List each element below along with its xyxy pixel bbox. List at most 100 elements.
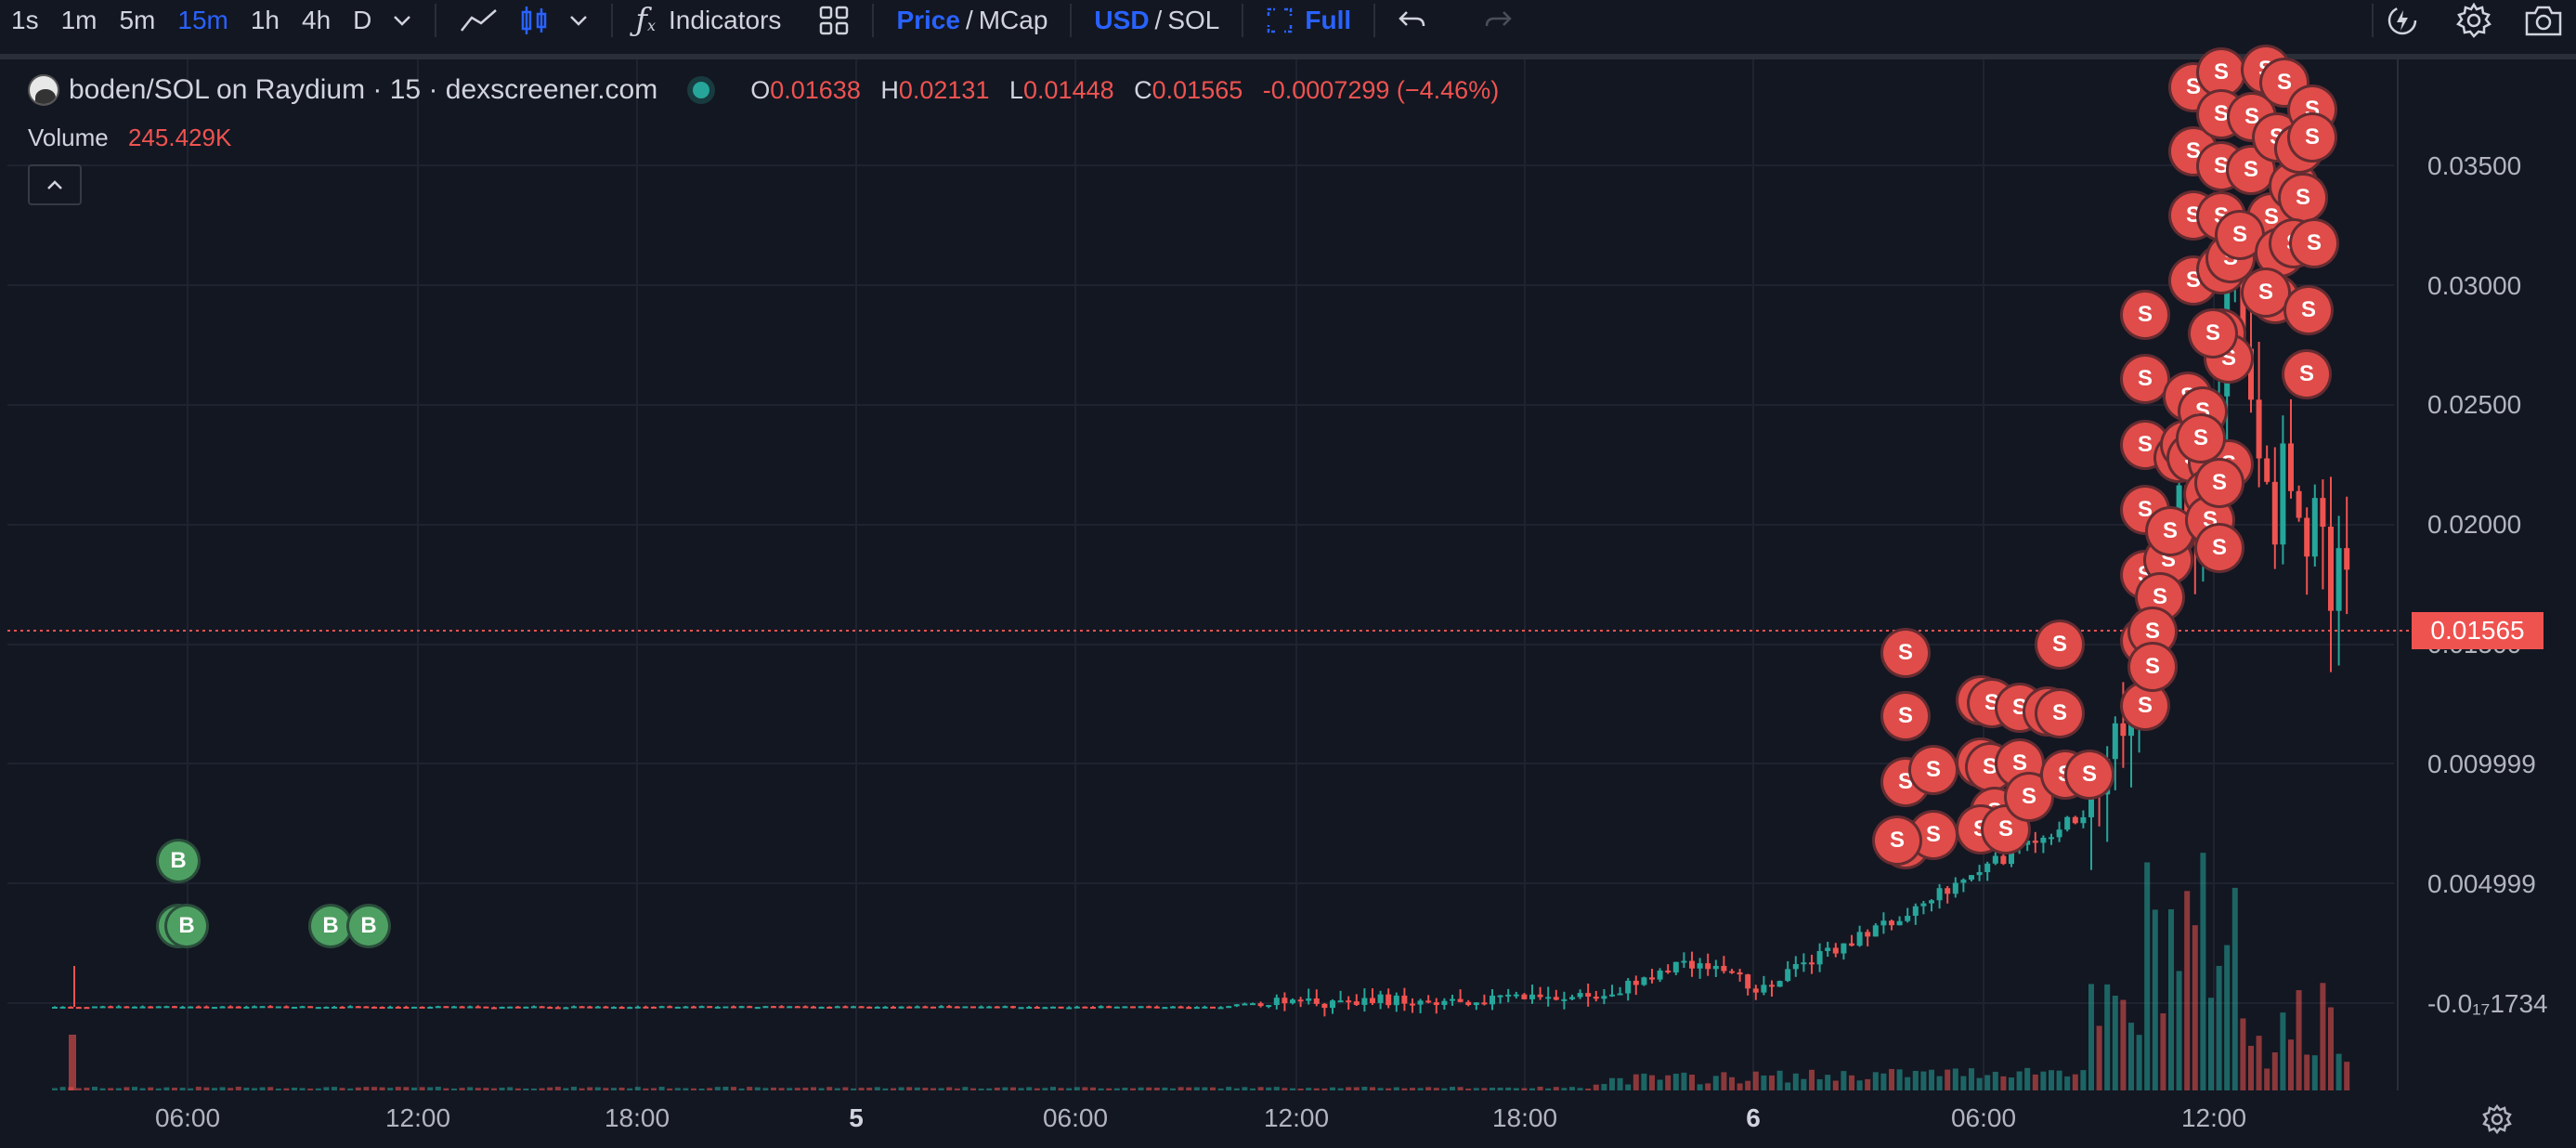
volume-bar <box>1297 1088 1304 1090</box>
buy-marker[interactable]: B <box>156 839 201 883</box>
volume-bar <box>2192 925 2198 1090</box>
volume-bar <box>922 1088 929 1090</box>
volume-bar <box>1577 1088 1583 1090</box>
layout-grid-icon[interactable] <box>809 0 859 41</box>
candle-body <box>1745 974 1751 989</box>
timeframe-15m[interactable]: 15m <box>177 6 228 34</box>
sell-marker[interactable]: S <box>2283 285 2334 335</box>
candle-body <box>92 1006 98 1009</box>
timeframe-d[interactable]: D <box>353 6 372 34</box>
sell-marker[interactable]: S <box>2188 308 2238 359</box>
volume-bar <box>531 1088 537 1090</box>
timeframe-4h[interactable]: 4h <box>302 6 332 34</box>
timeframe-1m[interactable]: 1m <box>60 6 98 34</box>
volume-bar <box>2288 1039 2294 1090</box>
sell-marker[interactable]: S <box>2176 413 2226 463</box>
volume-bar <box>403 1087 410 1090</box>
volume-bar <box>155 1088 162 1090</box>
candle-body <box>851 1006 856 1009</box>
volume-bar <box>92 1087 98 1090</box>
volume-bar <box>1920 1071 1927 1090</box>
volume-bar <box>1193 1087 1200 1090</box>
candle-body <box>667 1006 673 1009</box>
volume-bar <box>762 1088 769 1090</box>
chart-type-chevron-down-icon[interactable] <box>559 0 598 41</box>
sell-marker[interactable]: S <box>2035 620 2085 670</box>
price-chart[interactable] <box>7 59 2576 1090</box>
sell-marker[interactable]: S <box>2127 642 2178 692</box>
sell-marker[interactable]: S <box>1872 815 1922 866</box>
sell-marker[interactable]: S <box>1908 810 1958 860</box>
buy-marker[interactable]: B <box>346 904 391 948</box>
price-option[interactable]: Price <box>896 6 960 34</box>
timeframe-chevron-down-icon[interactable] <box>383 0 422 41</box>
volume-bar <box>658 1087 665 1090</box>
usd-sol-toggle[interactable]: USD / SOL <box>1085 0 1229 41</box>
sell-marker[interactable]: S <box>2289 218 2339 268</box>
full-button[interactable]: Full <box>1256 0 1360 41</box>
volume-bar <box>243 1088 250 1090</box>
sell-marker[interactable]: S <box>1880 628 1931 678</box>
redo-icon[interactable] <box>1474 0 1522 41</box>
volume-bar <box>722 1087 729 1090</box>
volume-bar <box>1066 1088 1073 1090</box>
volume-bar <box>618 1087 625 1090</box>
indicators-button[interactable]: ƒx Indicators <box>626 0 790 41</box>
line-chart-icon[interactable] <box>449 0 509 41</box>
volume-bar <box>2040 1071 2047 1090</box>
candle-body <box>2271 481 2278 545</box>
candle-body <box>1952 882 1958 894</box>
candle-body <box>1809 962 1815 965</box>
sell-marker[interactable]: S <box>2241 267 2291 318</box>
usd-option[interactable]: USD <box>1094 6 1150 34</box>
sell-marker[interactable]: S <box>2278 173 2328 223</box>
open-value: 0.01638 <box>770 75 861 104</box>
undo-icon[interactable] <box>1388 0 1437 41</box>
timeframe-1h[interactable]: 1h <box>250 6 280 34</box>
sol-option[interactable]: SOL <box>1167 6 1220 34</box>
mcap-option[interactable]: MCap <box>978 6 1048 34</box>
timeframe-5m[interactable]: 5m <box>119 6 156 34</box>
collapse-legend-button[interactable] <box>28 164 82 205</box>
candle-body <box>427 1007 434 1010</box>
sell-marker[interactable]: S <box>2194 523 2244 573</box>
gear-icon[interactable] <box>2455 0 2492 41</box>
volume-bar <box>252 1088 257 1090</box>
candle-body <box>1737 972 1743 975</box>
sell-marker[interactable]: S <box>2064 750 2114 800</box>
candle-body <box>1896 920 1903 926</box>
candlestick-icon[interactable] <box>509 0 559 41</box>
sell-marker[interactable]: S <box>2004 772 2054 822</box>
sell-marker[interactable]: S <box>2194 458 2244 508</box>
sell-marker[interactable]: S <box>1880 691 1931 741</box>
sell-marker[interactable]: S <box>2035 688 2085 738</box>
symbol-title[interactable]: boden/SOL on Raydium · 15 · dexscreener.… <box>69 74 658 105</box>
candle-body <box>1042 1007 1048 1010</box>
volume-bar <box>1226 1087 1232 1090</box>
buy-marker[interactable]: B <box>164 904 209 948</box>
volume-legend: Volume 245.429K <box>28 124 231 152</box>
timeframe-1s[interactable]: 1s <box>11 6 39 34</box>
candle-body <box>2328 527 2334 611</box>
volume-bar <box>1513 1088 1519 1090</box>
candle-body <box>1729 971 1735 973</box>
sell-marker[interactable]: S <box>2282 349 2332 399</box>
settings-icon[interactable] <box>2481 1103 2513 1142</box>
sell-marker[interactable]: S <box>1908 745 1958 795</box>
chart-canvas[interactable] <box>7 59 2576 1090</box>
candle-body <box>1162 1007 1168 1010</box>
volume-bar <box>1617 1077 1623 1090</box>
volume-bar <box>930 1088 936 1090</box>
candle-body <box>491 1007 497 1010</box>
volume-bar <box>1745 1080 1751 1090</box>
volume-bar <box>1481 1088 1488 1090</box>
buy-marker[interactable]: B <box>308 904 353 948</box>
camera-icon[interactable] <box>2524 0 2563 41</box>
volume-bar <box>994 1088 1000 1090</box>
sell-marker[interactable]: S <box>2287 112 2337 163</box>
volume-bar <box>1752 1071 1759 1090</box>
sell-marker[interactable]: S <box>2120 290 2170 340</box>
price-mcap-toggle[interactable]: Price / MCap <box>887 0 1057 41</box>
volume-bar <box>1721 1072 1727 1090</box>
flash-icon[interactable] <box>2385 0 2420 41</box>
